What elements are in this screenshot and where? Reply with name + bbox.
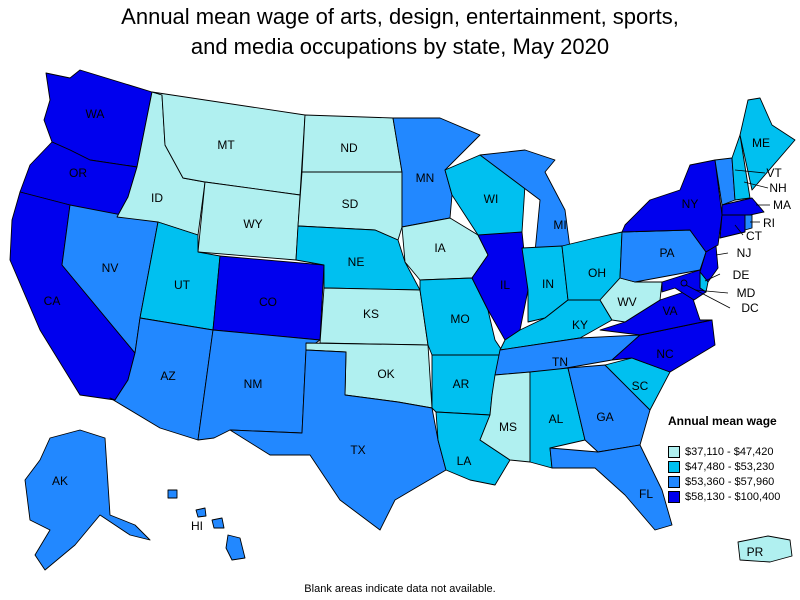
label-wy: WY bbox=[243, 217, 262, 231]
label-ga: GA bbox=[596, 410, 613, 424]
legend-label-4: $58,130 - $100,400 bbox=[685, 490, 781, 503]
label-fl: FL bbox=[639, 487, 653, 501]
state-nh[interactable] bbox=[731, 134, 751, 201]
state-nj[interactable] bbox=[699, 245, 719, 283]
label-ny: NY bbox=[682, 197, 699, 211]
state-me[interactable] bbox=[739, 97, 796, 191]
legend-swatch-1 bbox=[668, 445, 680, 458]
label-nm: NM bbox=[244, 377, 263, 391]
map-title-line-1: Annual mean wage of arts, design, entert… bbox=[121, 4, 679, 29]
footnote: Blank areas indicate data not available. bbox=[304, 583, 496, 595]
label-ky: KY bbox=[572, 318, 588, 332]
legend-title: Annual mean wage bbox=[668, 414, 777, 428]
label-nd: ND bbox=[340, 141, 358, 155]
label-nh: NH bbox=[769, 181, 786, 195]
legend-swatch-3 bbox=[668, 475, 680, 488]
state-tx[interactable] bbox=[229, 349, 447, 531]
label-mn: MN bbox=[416, 171, 435, 185]
map-title-line-2: and media occupations by state, May 2020 bbox=[190, 34, 610, 59]
legend: Annual mean wage $37,110 - $47,420 $47,4… bbox=[668, 414, 780, 504]
label-al: AL bbox=[549, 412, 564, 426]
legend-item-2: $47,480 - $53,230 bbox=[668, 459, 780, 474]
label-ca: CA bbox=[44, 294, 61, 308]
legend-label-2: $47,480 - $53,230 bbox=[685, 460, 775, 473]
label-ut: UT bbox=[174, 278, 191, 292]
label-mo: MO bbox=[450, 312, 469, 326]
label-il: IL bbox=[500, 278, 510, 292]
label-hi: HI bbox=[191, 519, 203, 533]
label-pa: PA bbox=[659, 246, 674, 260]
label-ks: KS bbox=[363, 307, 379, 321]
label-ct: CT bbox=[746, 229, 763, 243]
state-ct[interactable] bbox=[719, 214, 746, 239]
label-mt: MT bbox=[217, 138, 235, 152]
state-ma[interactable] bbox=[721, 197, 765, 216]
label-ri: RI bbox=[763, 216, 775, 230]
label-tn: TN bbox=[552, 355, 568, 369]
label-ok: OK bbox=[377, 367, 394, 381]
label-ms: MS bbox=[499, 420, 517, 434]
legend-item-3: $53,360 - $57,960 bbox=[668, 474, 780, 489]
label-in: IN bbox=[542, 277, 554, 291]
state-hi-island-maui[interactable] bbox=[211, 517, 225, 529]
label-me: ME bbox=[752, 136, 770, 150]
state-fl[interactable] bbox=[549, 444, 673, 531]
label-ar: AR bbox=[453, 377, 470, 391]
label-va: VA bbox=[662, 304, 677, 318]
label-nv: NV bbox=[102, 261, 119, 275]
label-id: ID bbox=[151, 191, 163, 205]
state-ak[interactable] bbox=[24, 429, 151, 571]
label-or: OR bbox=[69, 166, 87, 180]
state-dc[interactable] bbox=[680, 279, 688, 287]
legend-swatch-4 bbox=[668, 490, 680, 503]
legend-swatch-2 bbox=[668, 460, 680, 473]
map-title: Annual mean wage of arts, design, entert… bbox=[0, 2, 800, 62]
label-ak: AK bbox=[52, 474, 68, 488]
state-hi[interactable] bbox=[225, 534, 246, 561]
state-hi-island-kauai[interactable] bbox=[167, 489, 178, 499]
label-dc: DC bbox=[741, 301, 759, 315]
state-ri[interactable] bbox=[744, 214, 753, 231]
label-sd: SD bbox=[342, 197, 359, 211]
label-wi: WI bbox=[484, 192, 499, 206]
legend-item-1: $37,110 - $47,420 bbox=[668, 444, 780, 459]
label-co: CO bbox=[259, 295, 277, 309]
label-ma: MA bbox=[773, 198, 791, 212]
label-ia: IA bbox=[434, 241, 445, 255]
label-sc: SC bbox=[632, 379, 649, 393]
legend-label-3: $53,360 - $57,960 bbox=[685, 475, 775, 488]
label-az: AZ bbox=[160, 369, 175, 383]
label-la: LA bbox=[457, 454, 472, 468]
state-pr[interactable] bbox=[737, 535, 793, 563]
label-wv: WV bbox=[617, 295, 636, 309]
label-vt: VT bbox=[766, 166, 782, 180]
state-hi-island-oahu[interactable] bbox=[195, 507, 207, 518]
label-oh: OH bbox=[588, 266, 606, 280]
label-nc: NC bbox=[656, 347, 674, 361]
legend-item-4: $58,130 - $100,400 bbox=[668, 489, 780, 504]
label-nj: NJ bbox=[737, 246, 752, 260]
label-ne: NE bbox=[348, 255, 365, 269]
label-tx: TX bbox=[350, 443, 365, 457]
label-wa: WA bbox=[86, 107, 105, 121]
label-mi: MI bbox=[553, 218, 566, 232]
legend-label-1: $37,110 - $47,420 bbox=[685, 445, 774, 458]
label-pr: PR bbox=[747, 545, 764, 559]
label-md: MD bbox=[737, 286, 756, 300]
state-mi[interactable] bbox=[479, 149, 571, 253]
label-de: DE bbox=[733, 268, 750, 282]
